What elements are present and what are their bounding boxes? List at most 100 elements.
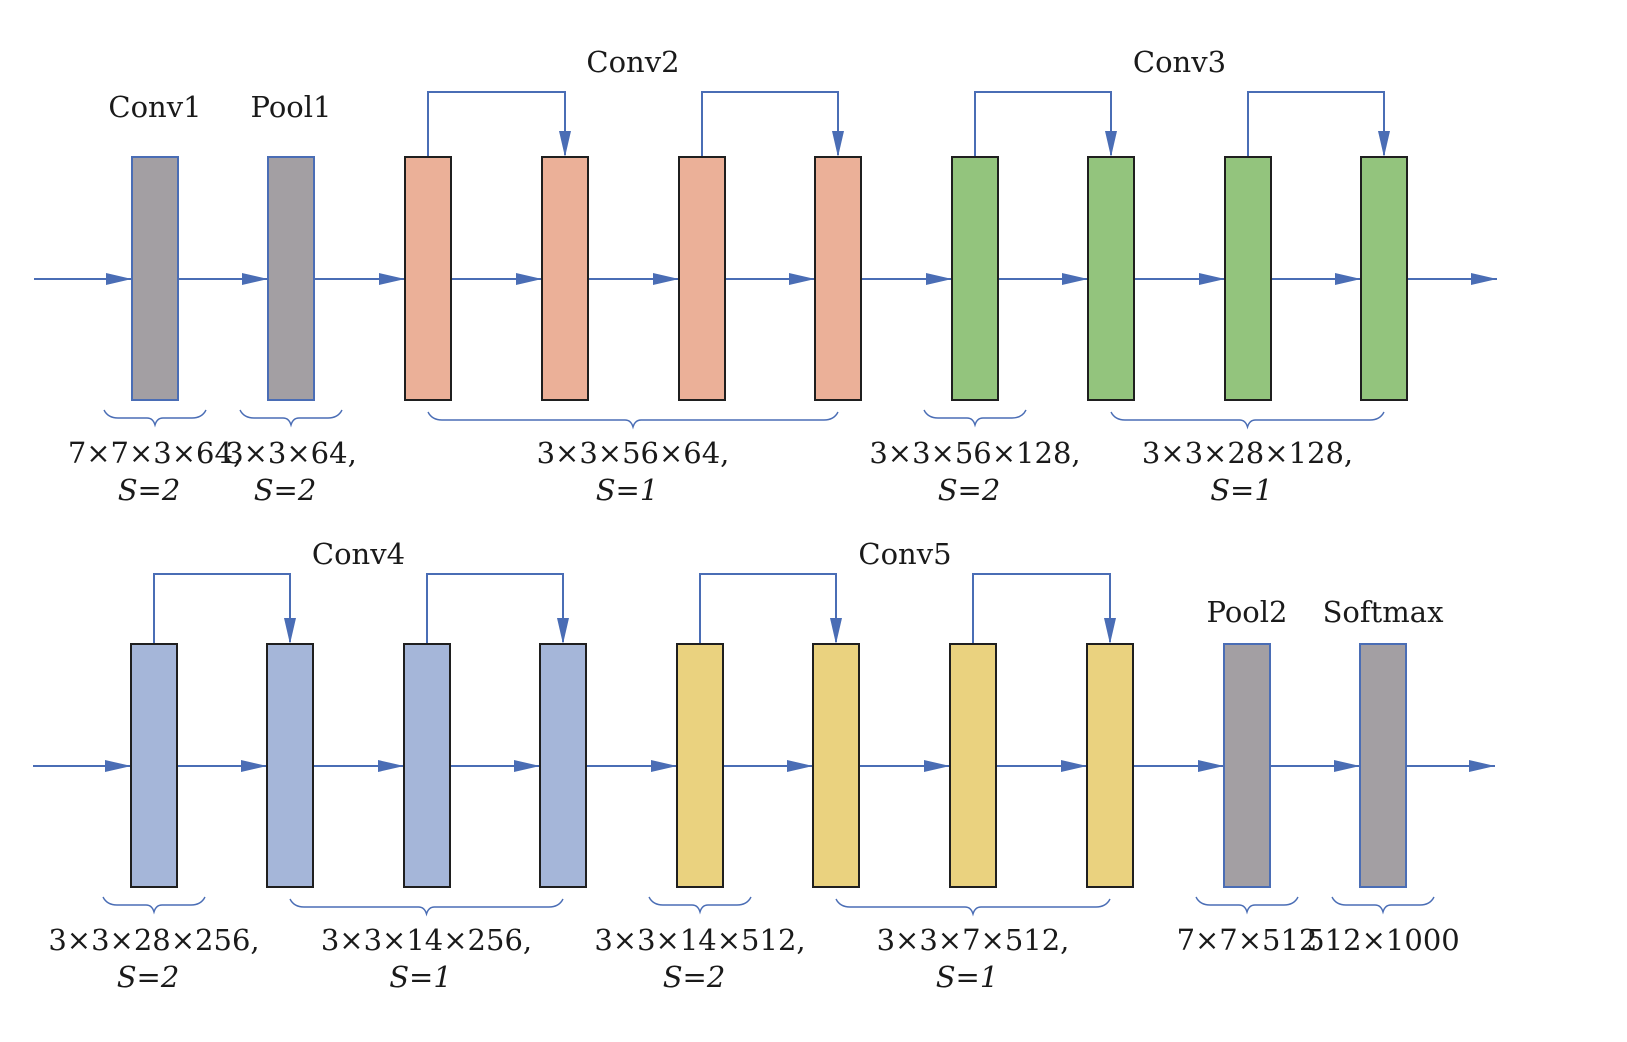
layer-spec: 3×3×14×256,: [321, 923, 532, 957]
stride-label: S=1: [1210, 473, 1273, 507]
flow-arrow-icon: [1061, 760, 1087, 772]
skip-connection: [701, 91, 839, 157]
brace: [648, 896, 752, 915]
layer-spec: 3×3×7×512,: [877, 923, 1070, 957]
flow-arrow-icon: [378, 760, 404, 772]
flow-arrow-icon: [1199, 273, 1225, 285]
flow-arrow-icon: [241, 760, 267, 772]
flow-arrow-icon: [653, 273, 679, 285]
skip-connection: [153, 573, 291, 644]
skip-connection: [427, 91, 566, 157]
brace: [1331, 896, 1435, 915]
flow-arrow-icon: [787, 760, 813, 772]
flow-arrow-icon: [242, 273, 268, 285]
layer-box: [951, 156, 999, 401]
stride-label: S=1: [389, 960, 452, 994]
flow-arrow-icon: [651, 760, 677, 772]
layer-box: [949, 643, 997, 888]
stride-label: S=2: [938, 473, 1001, 507]
brace: [103, 409, 207, 428]
layer-box: [130, 643, 178, 888]
stride-label: S=2: [254, 473, 317, 507]
flow-arrow-icon: [1062, 273, 1088, 285]
layer-spec: 3×3×14×512,: [594, 923, 805, 957]
flow-arrow-icon: [1198, 760, 1224, 772]
brace: [289, 898, 564, 917]
stage-label-conv1: Conv1: [108, 90, 201, 124]
layer-box: [539, 643, 587, 888]
skip-arrow-icon: [1104, 618, 1116, 644]
flow-arrow-icon: [516, 273, 542, 285]
stride-label: S=1: [936, 960, 999, 994]
layer-spec: 7×7×512: [1177, 923, 1318, 957]
layer-box: [1086, 643, 1134, 888]
layer-box: [676, 643, 724, 888]
skip-arrow-icon: [1378, 131, 1390, 157]
flow-arrow-icon: [514, 760, 540, 772]
brace: [835, 898, 1111, 917]
layer-box: [1360, 156, 1408, 401]
flow-arrow-icon: [1335, 273, 1361, 285]
flow-arrow-icon: [105, 760, 131, 772]
layer-box: [1087, 156, 1135, 401]
brace: [1110, 411, 1385, 430]
skip-connection: [1247, 91, 1385, 157]
layer-box: [267, 156, 315, 401]
stage-label-softmax: Softmax: [1323, 595, 1444, 629]
layer-spec: 3×3×64,: [225, 436, 357, 470]
stage-label-conv5: Conv5: [858, 537, 951, 571]
layer-box: [266, 643, 314, 888]
brace: [102, 896, 206, 915]
flow-arrow-icon: [106, 273, 132, 285]
layer-box: [404, 156, 452, 401]
stride-label: S=1: [596, 473, 659, 507]
stage-label-conv3: Conv3: [1133, 45, 1226, 79]
skip-connection: [426, 573, 564, 644]
layer-box: [403, 643, 451, 888]
layer-box: [131, 156, 179, 401]
layer-spec: 512×1000: [1306, 923, 1459, 957]
layer-spec: 3×3×56×64,: [537, 436, 730, 470]
skip-arrow-icon: [559, 131, 571, 157]
skip-arrow-icon: [830, 618, 842, 644]
skip-arrow-icon: [284, 618, 296, 644]
flow-arrow-icon: [379, 273, 405, 285]
stage-label-conv2: Conv2: [586, 45, 679, 79]
stage-label-pool2: Pool2: [1207, 595, 1288, 629]
brace: [923, 409, 1027, 428]
stride-label: S=2: [117, 960, 180, 994]
layer-spec: 3×3×28×256,: [48, 923, 259, 957]
stride-label: S=2: [118, 473, 181, 507]
layer-box: [1224, 156, 1272, 401]
layer-spec: 3×3×28×128,: [1142, 436, 1353, 470]
layer-box: [541, 156, 589, 401]
flow-arrow-icon: [789, 273, 815, 285]
layer-spec: 7×7×3×64,: [68, 436, 242, 470]
layer-box: [1223, 643, 1271, 888]
output-arrow-icon: [1471, 273, 1497, 285]
stage-label-conv4: Conv4: [312, 537, 405, 571]
stage-label-pool1: Pool1: [251, 90, 332, 124]
skip-arrow-icon: [832, 131, 844, 157]
flow-arrow-icon: [926, 273, 952, 285]
skip-connection: [972, 573, 1111, 644]
output-arrow-icon: [1469, 760, 1495, 772]
brace: [1195, 896, 1299, 915]
skip-arrow-icon: [1105, 131, 1117, 157]
brace: [239, 409, 343, 428]
layer-box: [814, 156, 862, 401]
stride-label: S=2: [663, 960, 726, 994]
flow-arrow-icon: [1334, 760, 1360, 772]
flow-arrow-icon: [924, 760, 950, 772]
layer-spec: 3×3×56×128,: [869, 436, 1080, 470]
skip-connection: [699, 573, 837, 644]
brace: [427, 411, 839, 430]
layer-box: [1359, 643, 1407, 888]
layer-box: [678, 156, 726, 401]
layer-box: [812, 643, 860, 888]
skip-arrow-icon: [557, 618, 569, 644]
skip-connection: [974, 91, 1112, 157]
